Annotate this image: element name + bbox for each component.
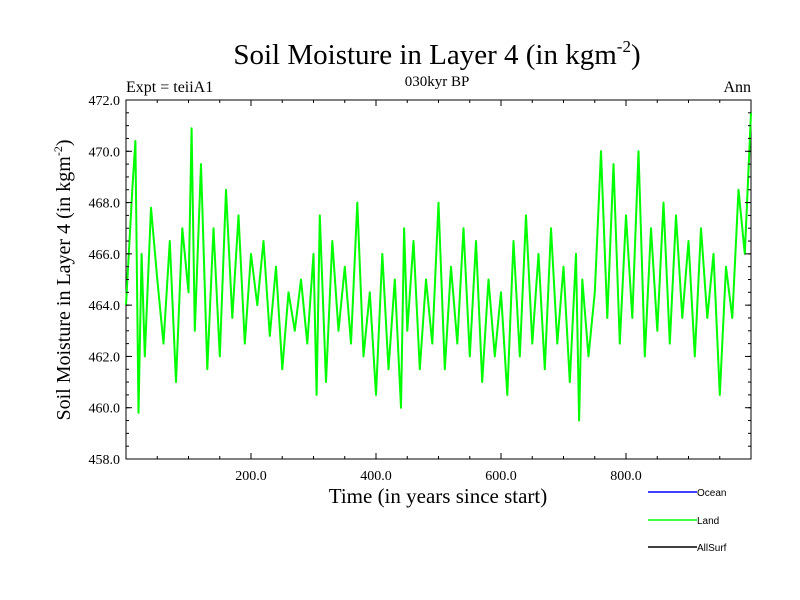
y-tick-label: 468.0: [89, 197, 121, 212]
x-tick-label: 600.0: [485, 469, 517, 484]
axis-layer: 458.0 460.0 462.0 464.0 466.0 468.0 470.0 472.0…: [89, 94, 751, 484]
data-layer: [125, 112, 752, 422]
season-label: Ann: [723, 79, 751, 96]
y-tick-label: 460.0: [89, 402, 121, 417]
legend-label-allsurf: AllSurf: [697, 543, 727, 554]
y-axis-label-main: Soil Moisture in Layer 4 (in kgm: [53, 156, 75, 421]
y-tick-label: 472.0: [89, 94, 121, 109]
legend-label-land: Land: [697, 516, 719, 527]
x-tick-label: 200.0: [235, 469, 267, 484]
x-axis-label: Time (in years since start): [329, 484, 548, 508]
y-tick-label: 458.0: [89, 453, 121, 468]
experiment-label: Expt = teiiA1: [126, 79, 213, 96]
x-tick-label: 400.0: [360, 469, 392, 484]
y-axis-label: Soil Moisture in Layer 4 (in kgm-2): [51, 139, 75, 420]
chart-title-superscript: -2: [617, 37, 631, 56]
period-label: 030kyr BP: [405, 74, 470, 90]
y-tick-label: 464.0: [89, 299, 121, 314]
series-line-land: [125, 112, 752, 422]
y-tick-label: 470.0: [89, 145, 121, 160]
plot-frame: [125, 99, 752, 460]
chart-title: Soil Moisture in Layer 4 (in kgm-2): [233, 37, 640, 71]
chart-title-main: Soil Moisture in Layer 4 (in kgm: [233, 39, 617, 71]
y-axis-label-superscript: -2: [51, 146, 65, 156]
legend: Ocean Land AllSurf: [648, 488, 727, 554]
y-axis-label-close: ): [53, 139, 75, 146]
x-tick-label: 800.0: [610, 469, 642, 484]
y-tick-label: 462.0: [89, 350, 121, 365]
legend-label-ocean: Ocean: [697, 488, 726, 499]
y-tick-label: 466.0: [89, 248, 121, 263]
chart-title-close: ): [631, 39, 641, 71]
